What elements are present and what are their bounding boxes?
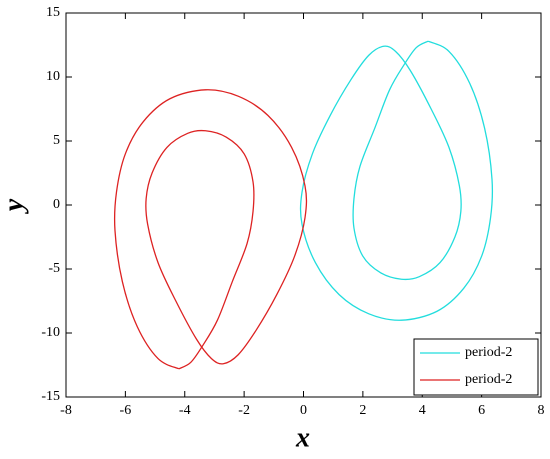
x-axis-title: x <box>295 422 310 453</box>
x-tick-label: -8 <box>60 403 72 418</box>
series-line <box>113 89 308 370</box>
legend-label: period-2 <box>465 372 512 387</box>
x-tick-label: 0 <box>300 403 307 418</box>
legend-label: period-2 <box>465 345 512 360</box>
x-tick-label: 6 <box>478 403 485 418</box>
x-tick-label: 8 <box>538 403 545 418</box>
x-tick-label: -6 <box>120 403 132 418</box>
y-tick-label: 5 <box>53 133 60 148</box>
y-tick-label: -15 <box>41 389 60 404</box>
y-tick-label: -10 <box>41 325 60 340</box>
y-tick-label: 0 <box>53 197 60 212</box>
x-tick-label: 2 <box>359 403 366 418</box>
legend-box <box>413 338 539 396</box>
series-line <box>299 40 494 321</box>
y-tick-label: 15 <box>46 5 60 20</box>
y-axis-title: y <box>0 198 29 214</box>
y-tick-label: 10 <box>46 69 60 84</box>
y-tick-label: -5 <box>48 261 60 276</box>
x-tick-label: -4 <box>179 403 191 418</box>
x-tick-label: -2 <box>238 403 250 418</box>
x-tick-label: 4 <box>419 403 426 418</box>
